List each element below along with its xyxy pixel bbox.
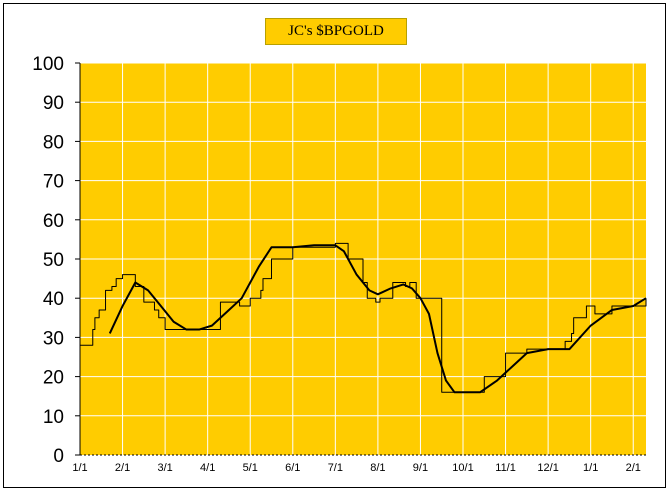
x-tick-label: 2/1 — [626, 462, 641, 474]
x-tick-label: 11/1 — [495, 462, 516, 474]
x-tick-labels: 1/1 2/1 3/1 4/1 5/1 6/1 7/1 8/1 9/1 10/1 11/1 12/1 1… — [72, 462, 641, 474]
x-tick-label: 7/1 — [328, 462, 343, 474]
y-tick-label: 30 — [43, 328, 64, 349]
y-tick-label: 10 — [43, 407, 64, 428]
y-tick-label: 20 — [43, 368, 64, 389]
smooth-series-line — [108, 244, 647, 394]
y-tick-label: 100 — [32, 54, 64, 75]
x-tick-label: 12/1 — [537, 462, 558, 474]
axes — [75, 62, 646, 456]
x-tick-label: 6/1 — [285, 462, 300, 474]
x-tick-label: 1/1 — [72, 462, 87, 474]
x-tick-label: 4/1 — [200, 462, 215, 474]
y-tick-labels: 0 10 20 30 40 50 60 70 80 90 100 — [32, 54, 64, 467]
x-tick-label: 2/1 — [115, 462, 130, 474]
x-tick-label: 1/1 — [583, 462, 598, 474]
x-tick-label: 5/1 — [243, 462, 258, 474]
y-tick-label: 60 — [43, 211, 64, 232]
y-tick-label: 70 — [43, 172, 64, 193]
x-tick-label: 9/1 — [413, 462, 428, 474]
y-tick-label: 40 — [43, 289, 64, 310]
gridlines — [80, 62, 646, 455]
y-tick-label: 50 — [43, 250, 64, 271]
chart-title: JC's $BPGOLD — [265, 18, 407, 45]
y-tick-label: 0 — [53, 446, 64, 467]
y-tick-label: 90 — [43, 93, 64, 114]
x-tick-label: 8/1 — [370, 462, 385, 474]
x-tick-label: 10/1 — [452, 462, 473, 474]
y-tick-label: 80 — [43, 132, 64, 153]
series — [80, 242, 647, 394]
x-tick-label: 3/1 — [157, 462, 172, 474]
